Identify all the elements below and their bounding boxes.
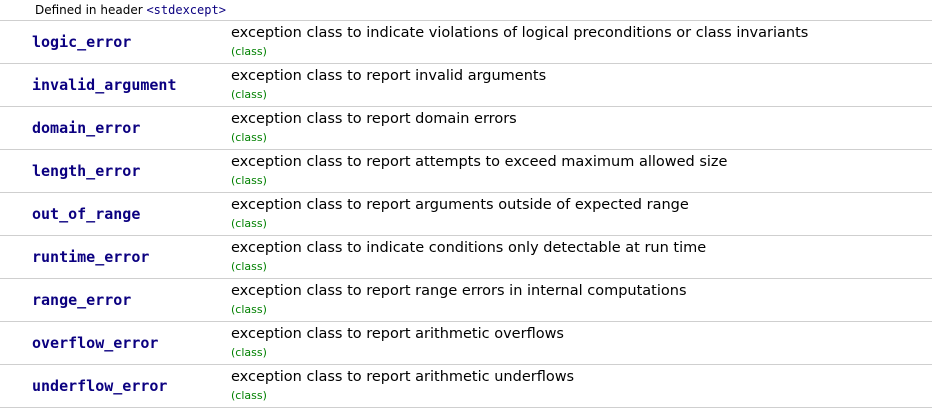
class-kind-label: (class) <box>231 389 267 402</box>
class-kind-label: (class) <box>231 303 267 316</box>
class-kind-label: (class) <box>231 217 267 230</box>
header-link[interactable]: <stdexcept> <box>146 3 226 17</box>
class-row: logic_error exception class to indicate … <box>0 21 932 64</box>
class-kind-label: (class) <box>231 131 267 144</box>
class-name-link[interactable]: domain_error <box>32 119 141 137</box>
class-description: exception class to report arithmetic ove… <box>231 326 564 342</box>
class-row: runtime_error exception class to indicat… <box>0 236 932 279</box>
class-kind-label: (class) <box>231 45 267 58</box>
class-description: exception class to indicate conditions o… <box>231 240 707 256</box>
class-name-link[interactable]: runtime_error <box>32 248 150 266</box>
class-description: exception class to report range errors i… <box>231 283 687 299</box>
class-name-link[interactable]: range_error <box>32 291 132 309</box>
class-name-link[interactable]: invalid_argument <box>32 76 177 94</box>
class-row: underflow_error exception class to repor… <box>0 365 932 408</box>
class-kind-label: (class) <box>231 346 267 359</box>
defined-in-header-label: Defined in header <box>35 3 147 17</box>
class-row: out_of_range exception class to report a… <box>0 193 932 236</box>
class-description: exception class to report arguments outs… <box>231 197 689 213</box>
class-kind-label: (class) <box>231 174 267 187</box>
class-name-link[interactable]: logic_error <box>32 33 132 51</box>
class-name-link[interactable]: overflow_error <box>32 334 159 352</box>
class-name-link[interactable]: out_of_range <box>32 205 141 223</box>
class-name-link[interactable]: length_error <box>32 162 141 180</box>
class-row: overflow_error exception class to report… <box>0 322 932 365</box>
defined-in-header-line: Defined in header <stdexcept> <box>0 0 932 20</box>
class-list: logic_error exception class to indicate … <box>0 20 932 408</box>
class-row: invalid_argument exception class to repo… <box>0 64 932 107</box>
class-kind-label: (class) <box>231 260 267 273</box>
class-row: length_error exception class to report a… <box>0 150 932 193</box>
class-name-link[interactable]: underflow_error <box>32 377 168 395</box>
class-description: exception class to report invalid argume… <box>231 68 547 84</box>
class-kind-label: (class) <box>231 88 267 101</box>
class-description: exception class to report arithmetic und… <box>231 369 575 385</box>
class-description: exception class to report attempts to ex… <box>231 154 728 170</box>
class-description: exception class to report domain errors <box>231 111 517 127</box>
class-row: range_error exception class to report ra… <box>0 279 932 322</box>
class-description: exception class to indicate violations o… <box>231 25 809 41</box>
class-row: domain_error exception class to report d… <box>0 107 932 150</box>
